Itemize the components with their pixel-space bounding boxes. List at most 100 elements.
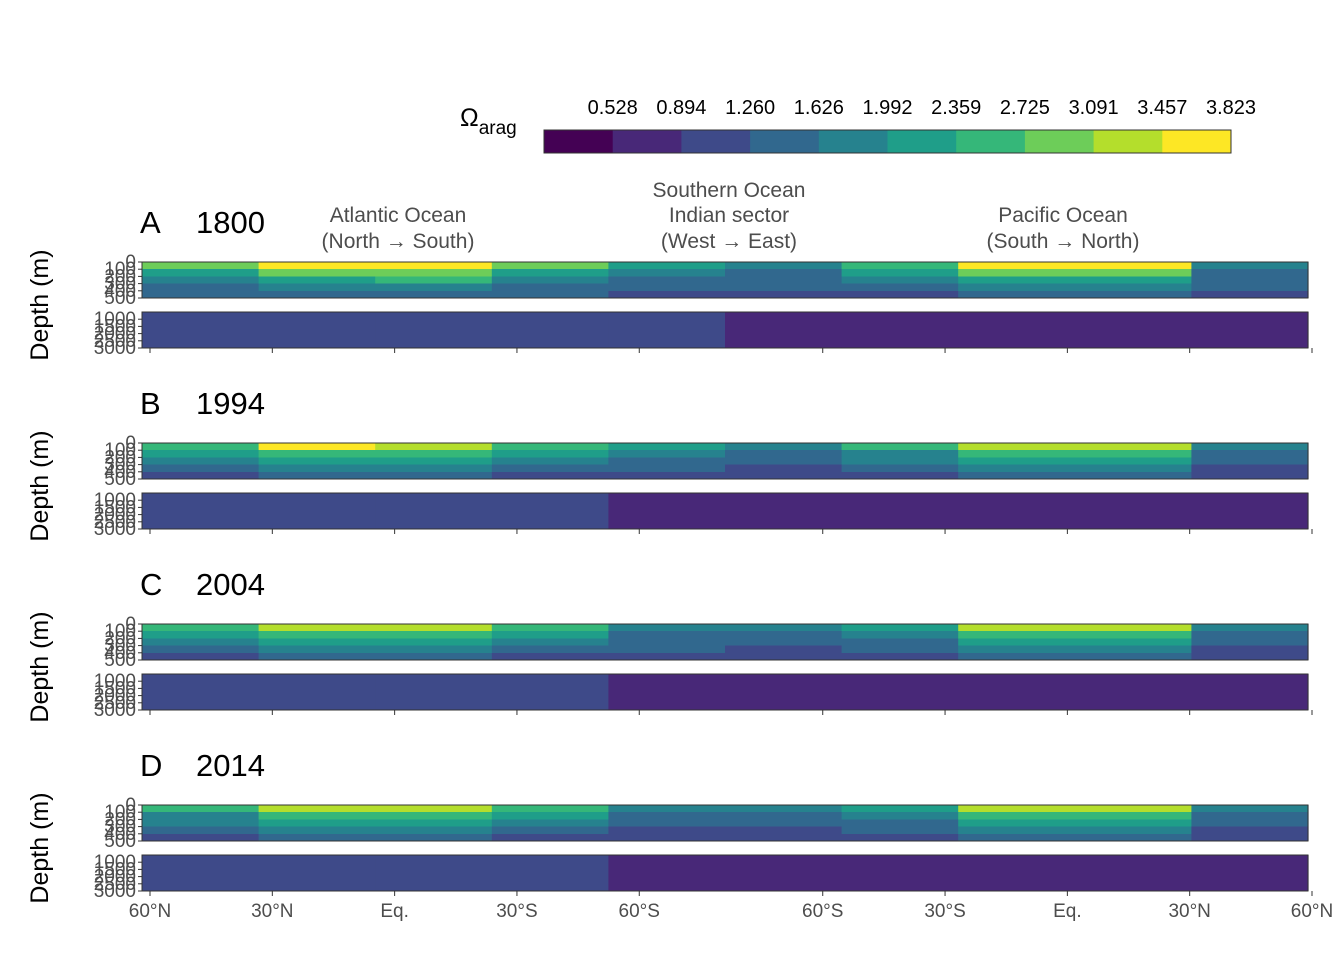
- lower-panel-frame: [141, 311, 1309, 349]
- legend-break-2: 1.260: [725, 97, 775, 119]
- lower-cell: [491, 312, 609, 348]
- y-axis-title: Depth (m): [26, 792, 54, 903]
- lower-panel-frame: [141, 492, 1309, 530]
- upper-cell: [725, 262, 843, 298]
- lower-cell: [1074, 493, 1192, 529]
- y-tick-label: 0: [125, 252, 136, 273]
- panel-c: C 2004 01002003004005001000150020002500300…: [26, 567, 1313, 723]
- y-tick-label: 300: [104, 274, 136, 295]
- legend-title-subscript: arag: [479, 118, 517, 139]
- y-tick-label: 2500: [94, 693, 136, 714]
- y-axis-title: Depth (m): [26, 249, 54, 360]
- y-tick-label: 500: [104, 650, 136, 671]
- y-tick-label: 3000: [94, 881, 136, 902]
- lower-cell: [1191, 312, 1309, 348]
- y-tick-label: 2500: [94, 512, 136, 533]
- y-tick-label: 400: [104, 281, 136, 302]
- legend-title: Ωarag: [460, 104, 517, 139]
- y-tick-label: 3000: [94, 700, 136, 721]
- upper-cell: [491, 805, 609, 841]
- legend: Ωarag 0.528 0.894 1.260 1.626 1.992 2.359 2.72…: [460, 97, 1256, 154]
- x-tick-label: 60°S: [802, 901, 843, 922]
- panel-b: B 1994 01002003004005001000150020002500300…: [26, 386, 1313, 542]
- upper-cell: [375, 805, 493, 841]
- lower-cell: [142, 855, 260, 891]
- y-tick-label: 1500: [94, 859, 136, 880]
- upper-cell: [958, 443, 1076, 479]
- panel-letter: B: [140, 386, 161, 421]
- legend-break-4: 1.992: [862, 97, 912, 119]
- upper-cell: [841, 262, 959, 298]
- y-tick-label: 500: [104, 831, 136, 852]
- upper-panel-frame: [141, 261, 1309, 299]
- upper-cell: [142, 624, 260, 660]
- upper-cell: [608, 805, 726, 841]
- upper-cell: [958, 262, 1076, 298]
- y-tick-label: 100: [104, 259, 136, 280]
- panel-letter: D: [140, 748, 162, 783]
- lower-cell: [1191, 855, 1309, 891]
- y-tick-label: 200: [104, 266, 136, 287]
- y-tick-label: 1000: [94, 309, 136, 330]
- basin-southern-line3: (West → East): [661, 230, 797, 253]
- y-tick-label: 100: [104, 621, 136, 642]
- upper-cell: [1074, 624, 1192, 660]
- panel-letter: A: [140, 205, 161, 240]
- lower-cell: [608, 674, 726, 710]
- y-tick-label: 3000: [94, 519, 136, 540]
- y-tick-label: 400: [104, 824, 136, 845]
- lower-cell: [375, 674, 493, 710]
- lower-cell: [608, 493, 726, 529]
- y-tick-label: 1500: [94, 497, 136, 518]
- legend-swatch-1: [612, 130, 682, 153]
- legend-swatch-4: [818, 130, 888, 153]
- lower-cell: [258, 855, 376, 891]
- upper-cell: [608, 262, 726, 298]
- upper-cell: [841, 805, 959, 841]
- y-tick-label: 100: [104, 440, 136, 461]
- upper-cell: [1191, 805, 1309, 841]
- upper-cell: [841, 443, 959, 479]
- panel-a: A 1800 01002003004005001000150020002500300…: [26, 205, 1313, 361]
- x-tick-label: 60°N: [129, 901, 171, 922]
- y-tick-label: 2000: [94, 686, 136, 707]
- lower-panel-frame: [141, 673, 1309, 711]
- legend-swatch-9: [1162, 130, 1232, 153]
- x-tick-label: 30°N: [1168, 901, 1210, 922]
- legend-swatch-7: [1024, 130, 1095, 153]
- lower-cell: [258, 493, 376, 529]
- legend-swatch-6: [956, 130, 1026, 153]
- basin-atlantic-line3: (North → South): [322, 230, 475, 253]
- legend-swatch-2: [681, 130, 751, 153]
- y-tick-label: 1000: [94, 671, 136, 692]
- x-tick-label: 60°S: [619, 901, 660, 922]
- y-tick-label: 3000: [94, 338, 136, 359]
- y-tick-label: 500: [104, 288, 136, 309]
- y-tick-label: 2500: [94, 874, 136, 895]
- y-tick-label: 300: [104, 636, 136, 657]
- upper-panel-frame: [141, 623, 1309, 661]
- panels: A 180001002003004005001000150020002500300…: [26, 205, 1333, 922]
- legend-break-6: 2.725: [1000, 97, 1050, 119]
- y-tick-label: 2000: [94, 505, 136, 526]
- legend-break-1: 0.894: [656, 97, 706, 119]
- basin-pacific-line1: Pacific Ocean: [998, 204, 1128, 227]
- panel-year: 2014: [196, 748, 265, 783]
- lower-cell: [258, 674, 376, 710]
- x-tick-label: 30°S: [496, 901, 537, 922]
- panel-letter: C: [140, 567, 162, 602]
- legend-color-bar: [543, 129, 1232, 154]
- y-tick-label: 300: [104, 817, 136, 838]
- upper-cell: [258, 262, 376, 298]
- panel-year: 1994: [196, 386, 265, 421]
- upper-cell: [142, 262, 260, 298]
- basin-labels: Atlantic Ocean (North → South) Southern …: [322, 179, 1140, 253]
- lower-cell: [491, 855, 609, 891]
- lower-cell: [142, 312, 260, 348]
- lower-cell: [258, 312, 376, 348]
- y-tick-label: 200: [104, 628, 136, 649]
- upper-cell: [1074, 443, 1192, 479]
- panel-d: D 2014 01002003004005001000150020002500300…: [26, 748, 1333, 922]
- y-tick-label: 1500: [94, 678, 136, 699]
- y-tick-label: 1000: [94, 490, 136, 511]
